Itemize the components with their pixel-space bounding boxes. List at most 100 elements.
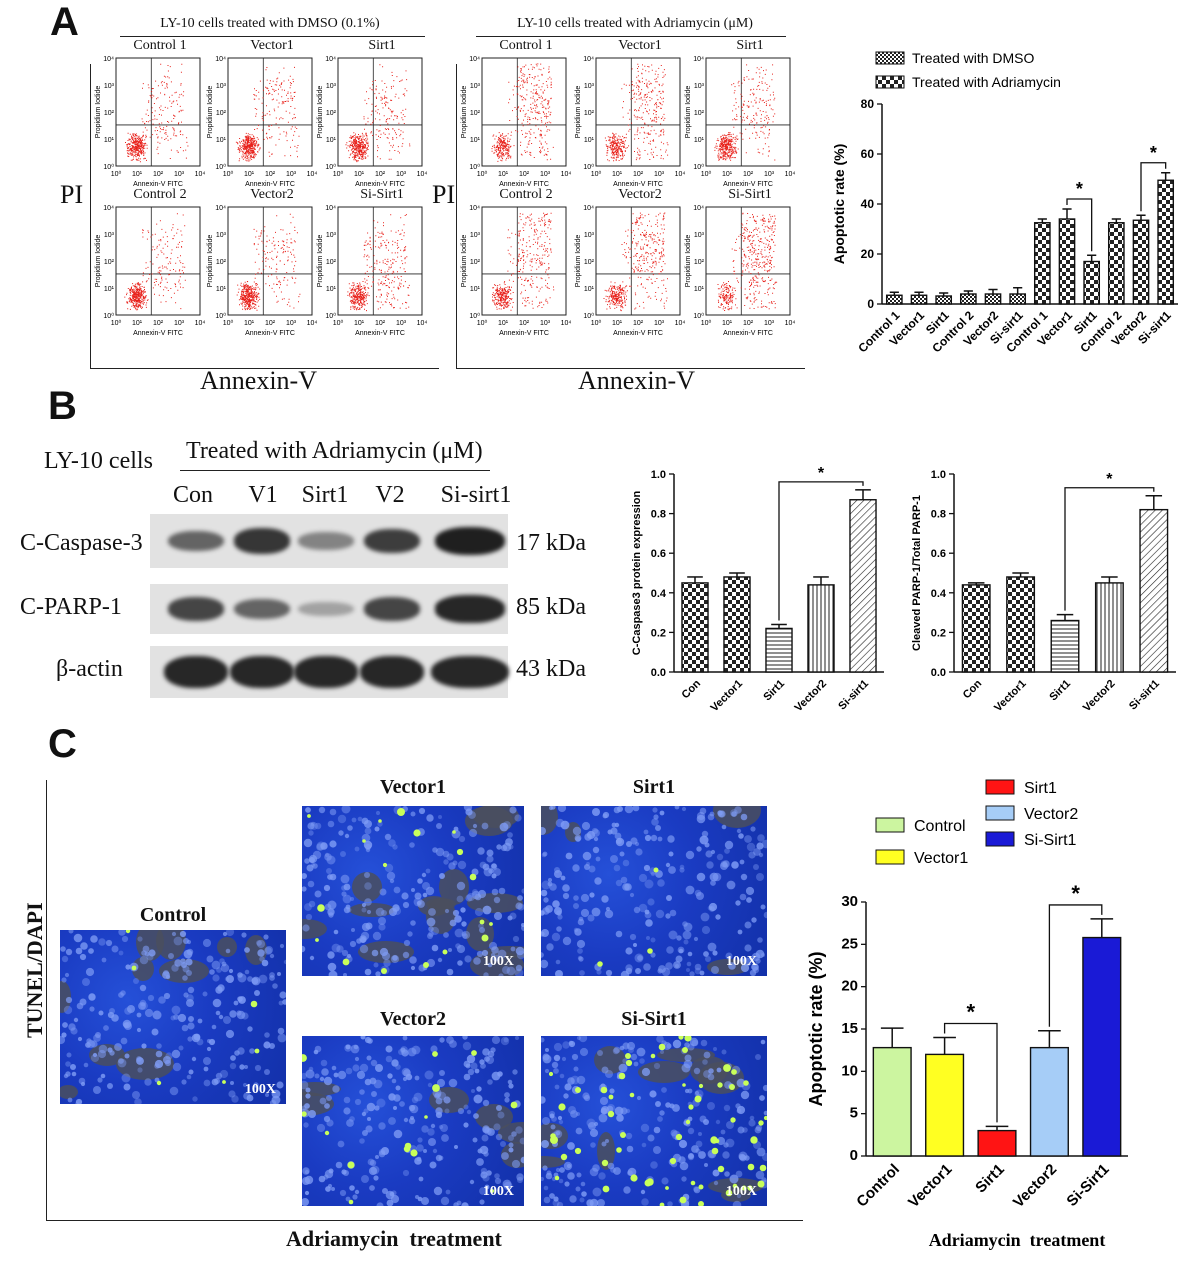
flow-y-tick: 10² [326, 110, 337, 117]
flow-plot-frame [115, 206, 201, 316]
flow-x-tick: 10³ [540, 320, 551, 327]
flow-plot: 10⁰ 10¹ 10² 10³ 10⁴ Annexin-V FITC 10⁰ 10¹ 10² 10… [461, 56, 572, 188]
flow-x-tick: 10¹ [612, 320, 623, 327]
flow-x-label: Annexin-V FITC [355, 181, 405, 188]
flow-x-tick: 10⁴ [561, 171, 572, 178]
bar [681, 582, 709, 673]
flow-y-tick: 10² [104, 110, 115, 117]
y-axis-label: Apoptotic rate (%) [831, 144, 847, 265]
flow-y-tick: 10⁴ [215, 56, 226, 63]
flow-y-tick: 10⁰ [469, 312, 480, 320]
blot-lane-con: Con [172, 482, 213, 508]
flow-y-tick: 10³ [326, 232, 337, 239]
flow-x-tick: 10⁰ [477, 170, 488, 178]
flow-y-tick: 10² [694, 259, 705, 266]
bars [872, 918, 1122, 1157]
x-tick-label: Si-Sirt1 [1063, 1161, 1112, 1210]
y-tick-label: 0.6 [931, 548, 946, 560]
significance-star: * [1076, 179, 1083, 199]
tunel-side-label: TUNEL/DAPI [22, 902, 47, 1038]
flow-y-tick: 10⁴ [469, 56, 480, 63]
flow-dots [604, 63, 669, 162]
flow-y-tick: 10¹ [104, 137, 115, 144]
y-tick-label: 0.6 [651, 548, 666, 560]
flow-y-tick: 10¹ [584, 286, 595, 293]
flow-x-tick: 10³ [396, 171, 407, 178]
magnification-label: 100X [482, 1184, 514, 1199]
panel-letter-a: A [50, 0, 79, 44]
flow-dots [347, 214, 410, 312]
flow-x-label: Annexin-V FITC [613, 330, 663, 337]
bar [925, 1053, 965, 1157]
flow-y-tick: 10² [694, 110, 705, 117]
blot-band [230, 655, 294, 689]
flow-group-title-dmso: LY-10 cells treated with DMSO (0.1%) [160, 16, 380, 31]
flow-y-tick: 10³ [584, 232, 595, 239]
flow-plot-title: Control 1 [499, 38, 553, 53]
flow-y-tick: 10⁰ [583, 312, 594, 320]
flow-y-tick: 10⁴ [103, 205, 114, 212]
blot-band [234, 528, 290, 554]
flow-x-tick: 10¹ [354, 171, 365, 178]
chart-legend: Treated with DMSO Treated with Adriamycin [875, 50, 1061, 90]
chart-axes: 0 5 10 15 20 25 30 [841, 893, 1128, 1164]
flow-x-tick: 10² [519, 320, 530, 327]
y-axis-label: Apoptotic rate (%) [806, 951, 826, 1106]
flow-y-label: Propidium Iodide [685, 86, 692, 139]
flow-y-tick: 10³ [694, 232, 705, 239]
tunel-image-vector2: 100X [302, 1036, 524, 1206]
bars [885, 172, 1175, 305]
magnification-label: 100X [244, 1082, 276, 1097]
bar [1107, 222, 1125, 305]
flow-x-tick: 10¹ [354, 320, 365, 327]
bar [1050, 619, 1080, 673]
flow-x-tick: 10⁰ [223, 170, 234, 178]
bar [723, 576, 751, 673]
chart-axes: 0.0 0.2 0.4 0.6 0.8 1.0 [651, 469, 884, 679]
legend-swatch [985, 779, 1015, 795]
bar [765, 627, 793, 673]
flow-x-tick: 10¹ [132, 171, 143, 178]
y-tick-label: 15 [841, 1020, 858, 1037]
significance-bracket: * [1064, 471, 1155, 611]
flow-x-tick: 10¹ [498, 320, 509, 327]
flow-plot: 10⁰ 10¹ 10² 10³ 10⁴ Annexin-V FITC 10⁰ 10¹ 10² 10… [317, 56, 427, 188]
y-tick-label: 0 [867, 297, 874, 311]
blot-lane-v2: V2 [375, 482, 405, 508]
flow-pi-label-dmso: PI [60, 180, 84, 209]
flow-x-tick: 10³ [654, 171, 665, 178]
tunel-title-si-sirt1: Si-Sirt1 [621, 1008, 687, 1030]
flow-y-tick: 10⁴ [693, 56, 704, 63]
flow-x-label: Annexin-V FITC [723, 181, 773, 188]
bar [977, 1129, 1017, 1157]
flow-plot-frame [337, 57, 423, 167]
bar [1033, 222, 1051, 305]
y-tick-label: 0.4 [651, 588, 667, 600]
flow-x-tick: 10⁴ [195, 320, 206, 327]
x-tick-label: Vector1 [709, 678, 746, 715]
blot-band [360, 655, 424, 689]
flow-x-tick: 10⁰ [591, 319, 602, 327]
flow-x-tick: 10² [375, 320, 386, 327]
x-tick-label: Vector1 [992, 678, 1029, 715]
tunel-title-vector1: Vector1 [380, 776, 446, 798]
significance-bracket: * [1140, 143, 1167, 212]
flow-y-tick: 10⁰ [325, 163, 336, 171]
flow-y-tick: 10² [584, 259, 595, 266]
flow-x-tick: 10⁴ [675, 171, 686, 178]
tunel-texture [60, 930, 286, 1104]
blot-band [164, 655, 228, 689]
significance-bracket: * [1066, 179, 1093, 252]
significance-star: * [1106, 471, 1113, 488]
legend-label: Vector2 [1024, 806, 1078, 823]
flow-x-tick: 10⁰ [111, 319, 122, 327]
flow-x-tick: 10⁴ [417, 320, 428, 327]
flow-y-tick: 10¹ [584, 137, 595, 144]
bar [1082, 936, 1122, 1157]
y-tick-label: 5 [850, 1105, 858, 1122]
flow-y-tick: 10¹ [326, 286, 337, 293]
bracket-line [778, 481, 864, 621]
flow-y-tick: 10⁴ [583, 205, 594, 212]
tunel-image-si-sirt1: 100X [541, 1036, 767, 1206]
